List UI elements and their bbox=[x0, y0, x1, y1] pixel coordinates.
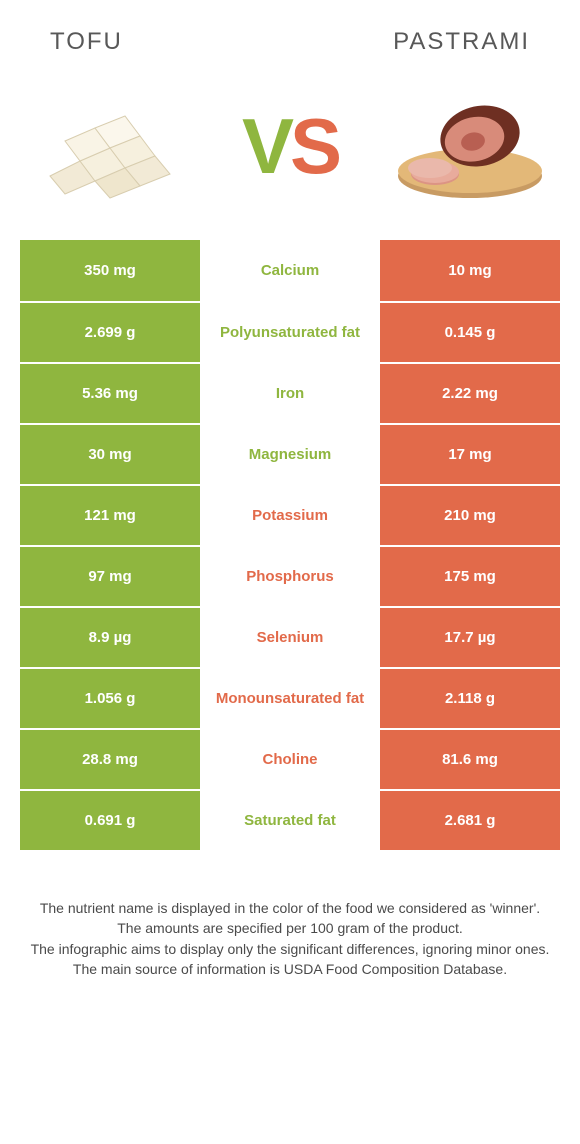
right-value: 17 mg bbox=[380, 425, 560, 484]
right-value: 175 mg bbox=[380, 547, 560, 606]
left-value: 0.691 g bbox=[20, 791, 200, 850]
table-row: 8.9 µgSelenium17.7 µg bbox=[20, 606, 560, 667]
right-value: 0.145 g bbox=[380, 303, 560, 362]
right-value: 2.22 mg bbox=[380, 364, 560, 423]
nutrient-name: Phosphorus bbox=[200, 547, 380, 606]
left-value: 5.36 mg bbox=[20, 364, 200, 423]
table-row: 121 mgPotassium210 mg bbox=[20, 484, 560, 545]
right-value: 2.118 g bbox=[380, 669, 560, 728]
nutrient-name: Monounsaturated fat bbox=[200, 669, 380, 728]
nutrient-name: Choline bbox=[200, 730, 380, 789]
left-value: 30 mg bbox=[20, 425, 200, 484]
right-value: 2.681 g bbox=[380, 791, 560, 850]
table-row: 350 mgCalcium10 mg bbox=[20, 240, 560, 301]
infographic-container: TOFU PASTRAMI VS bbox=[0, 0, 580, 979]
right-food-title: PASTRAMI bbox=[393, 28, 530, 56]
nutrient-name: Potassium bbox=[200, 486, 380, 545]
vs-row: VS bbox=[0, 66, 580, 240]
left-value: 28.8 mg bbox=[20, 730, 200, 789]
table-row: 2.699 gPolyunsaturated fat0.145 g bbox=[20, 301, 560, 362]
vs-v-letter: V bbox=[242, 101, 290, 192]
nutrient-name: Calcium bbox=[200, 240, 380, 301]
nutrient-name: Magnesium bbox=[200, 425, 380, 484]
table-row: 1.056 gMonounsaturated fat2.118 g bbox=[20, 667, 560, 728]
left-food-title: TOFU bbox=[50, 28, 123, 56]
footnotes: The nutrient name is displayed in the co… bbox=[30, 898, 550, 979]
nutrient-name: Selenium bbox=[200, 608, 380, 667]
right-value: 210 mg bbox=[380, 486, 560, 545]
table-row: 97 mgPhosphorus175 mg bbox=[20, 545, 560, 606]
nutrient-name: Polyunsaturated fat bbox=[200, 303, 380, 362]
vs-s-letter: S bbox=[290, 101, 338, 192]
header: TOFU PASTRAMI bbox=[0, 0, 580, 66]
left-value: 2.699 g bbox=[20, 303, 200, 362]
left-value: 97 mg bbox=[20, 547, 200, 606]
tofu-image bbox=[30, 86, 200, 206]
right-value: 17.7 µg bbox=[380, 608, 560, 667]
left-value: 121 mg bbox=[20, 486, 200, 545]
nutrient-table: 350 mgCalcium10 mg2.699 gPolyunsaturated… bbox=[20, 240, 560, 850]
nutrient-name: Saturated fat bbox=[200, 791, 380, 850]
tofu-icon bbox=[30, 86, 200, 206]
note-line-1: The nutrient name is displayed in the co… bbox=[30, 898, 550, 918]
left-value: 8.9 µg bbox=[20, 608, 200, 667]
left-value: 350 mg bbox=[20, 240, 200, 301]
right-value: 10 mg bbox=[380, 240, 560, 301]
table-row: 5.36 mgIron2.22 mg bbox=[20, 362, 560, 423]
table-row: 0.691 gSaturated fat2.681 g bbox=[20, 789, 560, 850]
nutrient-name: Iron bbox=[200, 364, 380, 423]
right-value: 81.6 mg bbox=[380, 730, 560, 789]
left-value: 1.056 g bbox=[20, 669, 200, 728]
table-row: 30 mgMagnesium17 mg bbox=[20, 423, 560, 484]
pastrami-image bbox=[380, 86, 550, 206]
table-row: 28.8 mgCholine81.6 mg bbox=[20, 728, 560, 789]
pastrami-icon bbox=[380, 86, 550, 206]
note-line-4: The main source of information is USDA F… bbox=[30, 959, 550, 979]
note-line-2: The amounts are specified per 100 gram o… bbox=[30, 918, 550, 938]
note-line-3: The infographic aims to display only the… bbox=[30, 939, 550, 959]
vs-label: VS bbox=[242, 101, 338, 192]
